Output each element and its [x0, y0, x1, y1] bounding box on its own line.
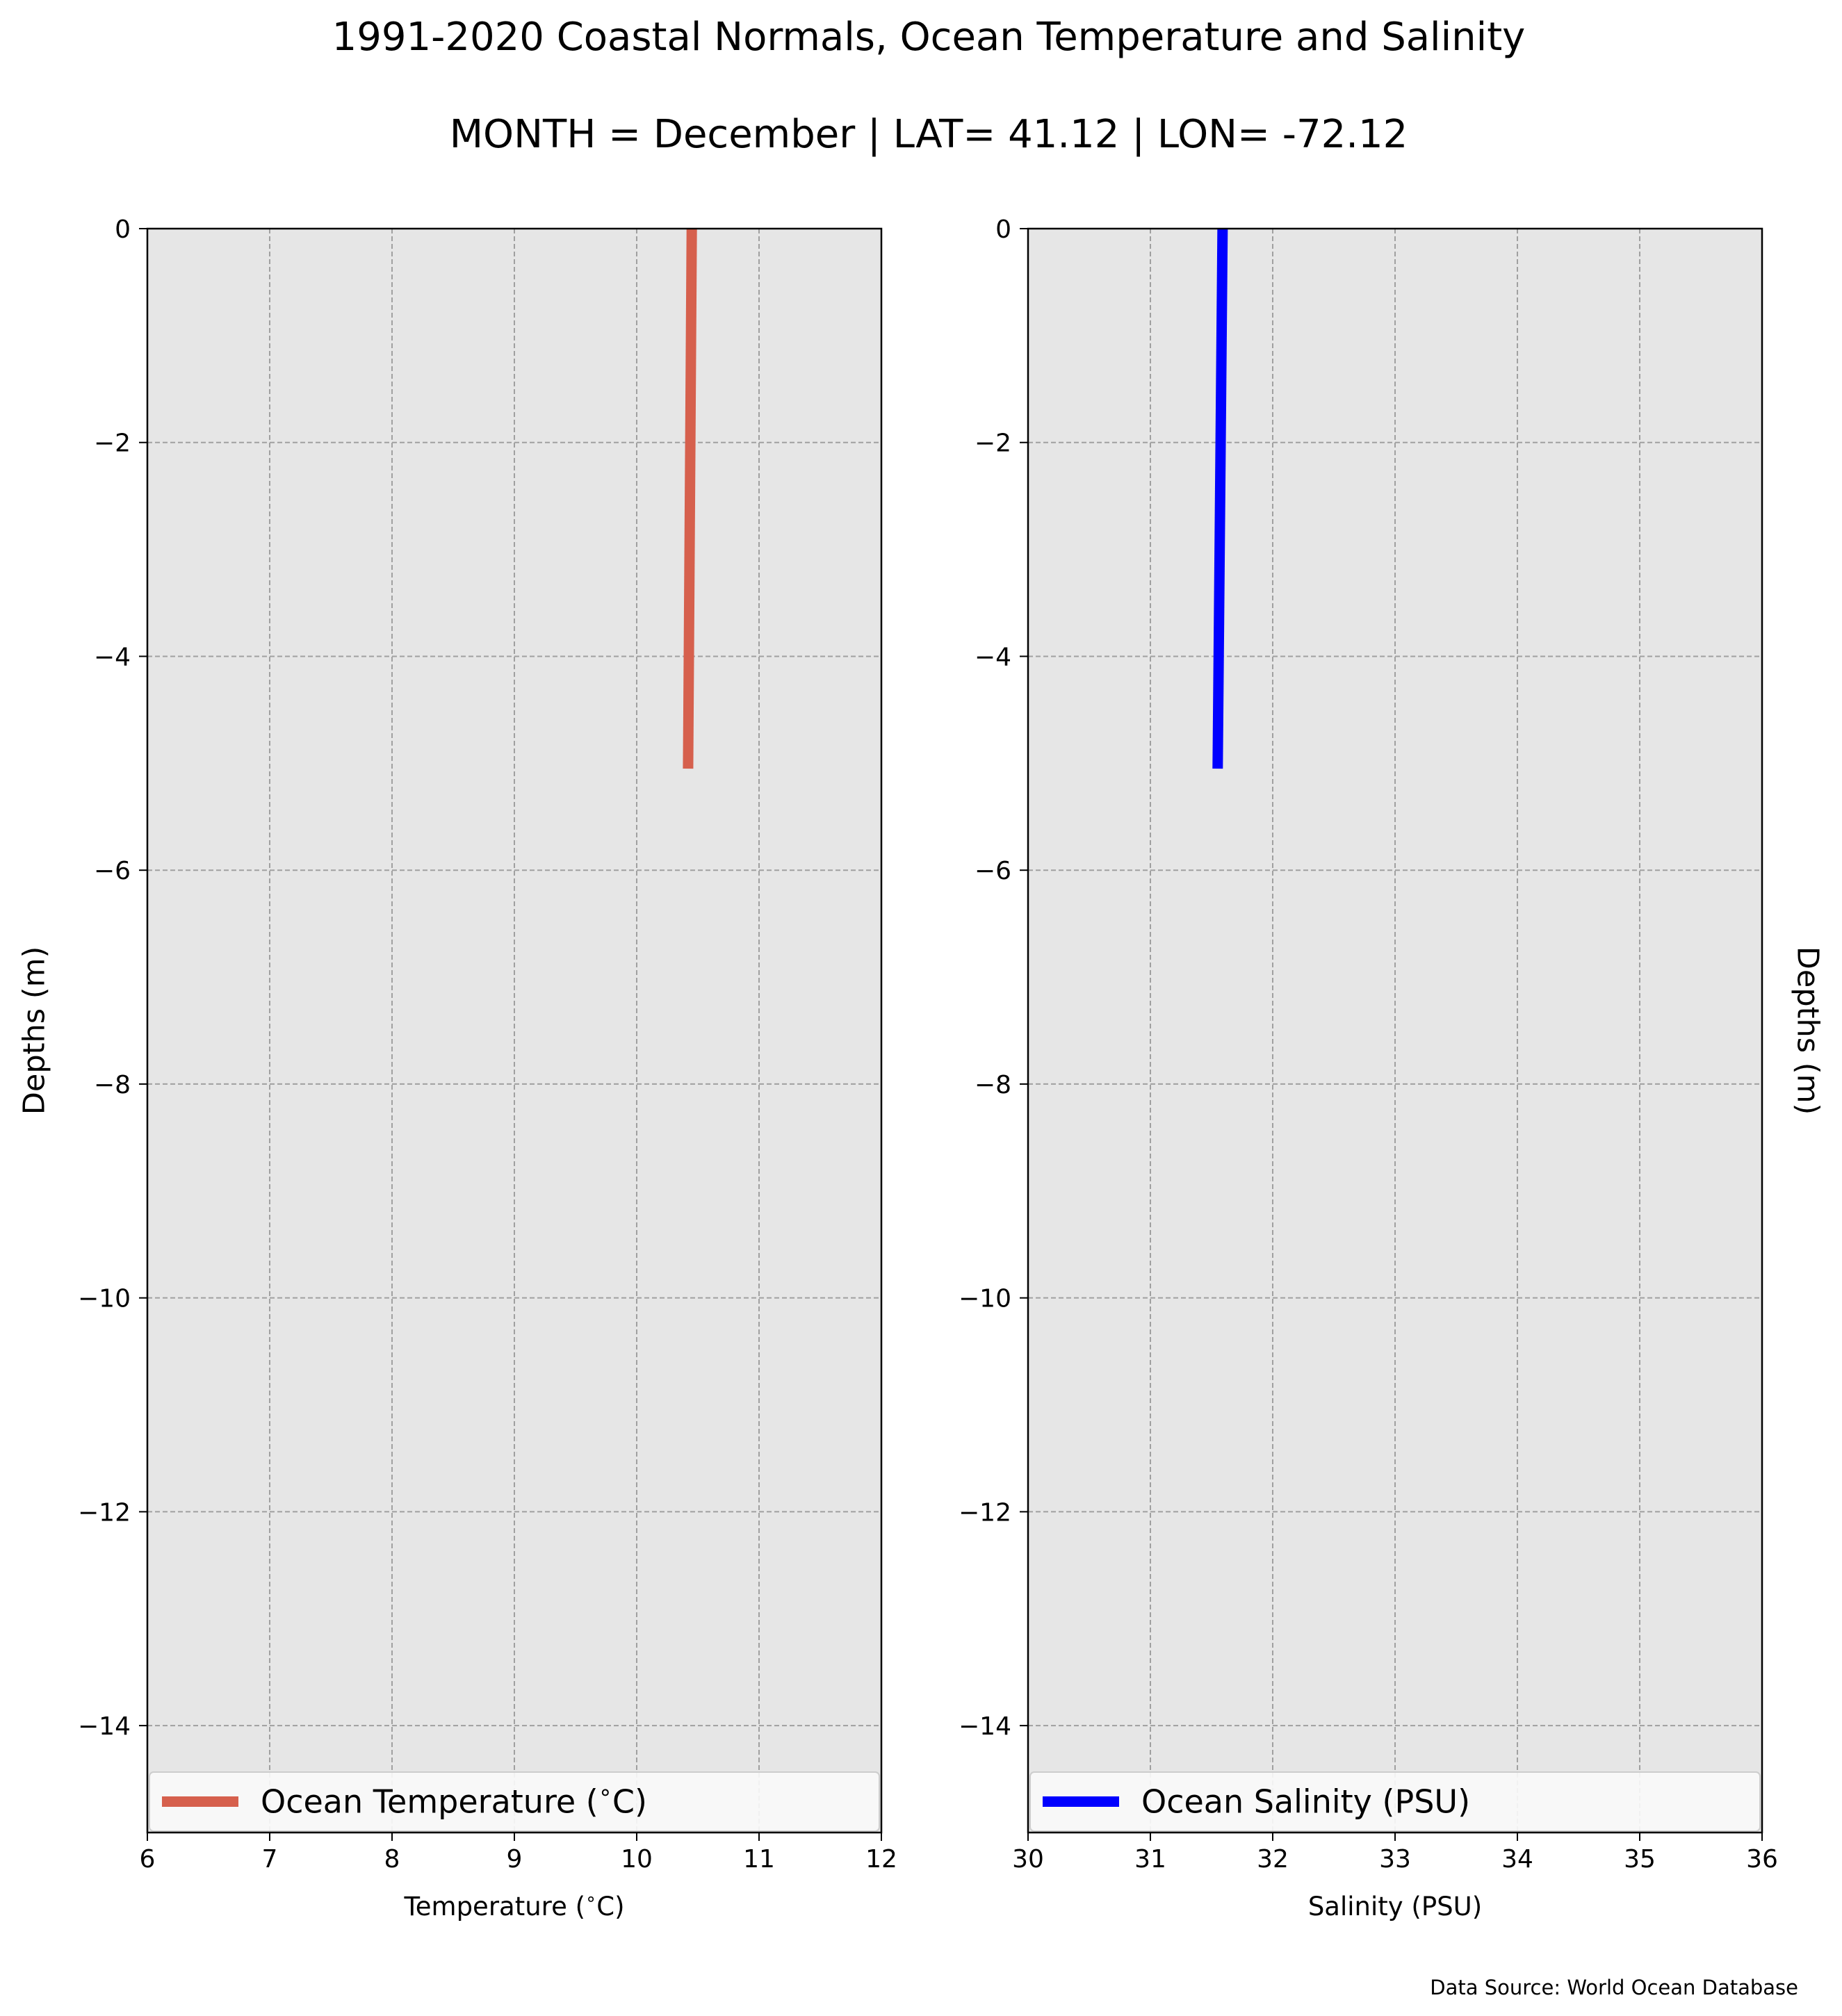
salinity-y-tick-label: −10 — [959, 1285, 1011, 1313]
temperature-x-tick-label: 10 — [621, 1845, 653, 1874]
temperature-y-tick-label: −14 — [78, 1712, 131, 1741]
temperature-x-tick-label: 12 — [865, 1845, 897, 1874]
temperature-legend: Ocean Temperature (∘C) — [149, 1771, 880, 1832]
salinity-panel: Ocean Salinity (PSU) 30 31 32 33 34 35 36 0 −2 −4 −… — [959, 215, 1825, 1921]
salinity-series-line — [1212, 228, 1228, 769]
temperature-x-tick-label: 11 — [743, 1845, 775, 1874]
temperature-y-tick-label: 0 — [115, 215, 131, 244]
temperature-x-tick-label: 6 — [140, 1845, 156, 1874]
salinity-y-tick-label: −12 — [959, 1498, 1011, 1527]
temperature-panel: Ocean Temperature (∘C) 6 7 8 9 10 11 12 0 −2 −4 −6 −… — [17, 215, 897, 1921]
temperature-x-tick-label: 8 — [384, 1845, 400, 1874]
salinity-x-tick-label: 36 — [1746, 1845, 1778, 1874]
salinity-y-axis-label: Depths (m) — [1791, 946, 1825, 1115]
salinity-y-tick-label: 0 — [995, 215, 1011, 244]
salinity-legend-label: Ocean Salinity (PSU) — [1141, 1783, 1470, 1821]
data-source-note: Data Source: World Ocean Database — [1430, 1976, 1798, 1999]
temperature-y-tick-label: −2 — [94, 429, 131, 458]
salinity-y-tick-label: −2 — [975, 429, 1011, 458]
salinity-x-tick-label: 32 — [1257, 1845, 1289, 1874]
salinity-x-tick-label: 30 — [1012, 1845, 1044, 1874]
salinity-x-tick-label: 34 — [1501, 1845, 1533, 1874]
salinity-y-tick-label: −4 — [975, 643, 1011, 671]
temperature-x-tick-label: 7 — [262, 1845, 278, 1874]
salinity-x-axis-label: Salinity (PSU) — [1308, 1892, 1482, 1921]
temperature-legend-box — [149, 1771, 880, 1832]
figure-subtitle: MONTH = December | LAT= 41.12 | LON= -72… — [450, 112, 1408, 157]
temperature-plot-area — [147, 229, 881, 1833]
temperature-x-axis-label: Temperature (∘C) — [403, 1889, 624, 1921]
salinity-x-tick-label: 31 — [1134, 1845, 1166, 1874]
temperature-y-tick-label: −4 — [94, 643, 131, 671]
salinity-x-tick-label: 33 — [1379, 1845, 1411, 1874]
temperature-y-tick-label: −6 — [94, 857, 131, 885]
salinity-y-tick-label: −6 — [975, 857, 1011, 885]
salinity-y-tick-label: −14 — [959, 1712, 1011, 1741]
temperature-y-tick-label: −8 — [94, 1071, 131, 1099]
salinity-legend: Ocean Salinity (PSU) — [1029, 1771, 1761, 1832]
salinity-plot-area — [1028, 229, 1762, 1833]
temperature-y-tick-label: −10 — [78, 1285, 131, 1313]
temperature-legend-label: Ocean Temperature (∘C) — [261, 1779, 647, 1821]
temperature-x-tick-label: 9 — [507, 1845, 523, 1874]
temperature-series-line — [683, 228, 697, 769]
salinity-legend-box — [1029, 1771, 1761, 1832]
temperature-y-tick-label: −12 — [78, 1498, 131, 1527]
temperature-y-axis-label: Depths (m) — [17, 946, 52, 1115]
figure-title: 1991-2020 Coastal Normals, Ocean Tempera… — [332, 15, 1526, 60]
salinity-y-tick-label: −8 — [975, 1071, 1011, 1099]
salinity-x-tick-label: 35 — [1624, 1845, 1656, 1874]
